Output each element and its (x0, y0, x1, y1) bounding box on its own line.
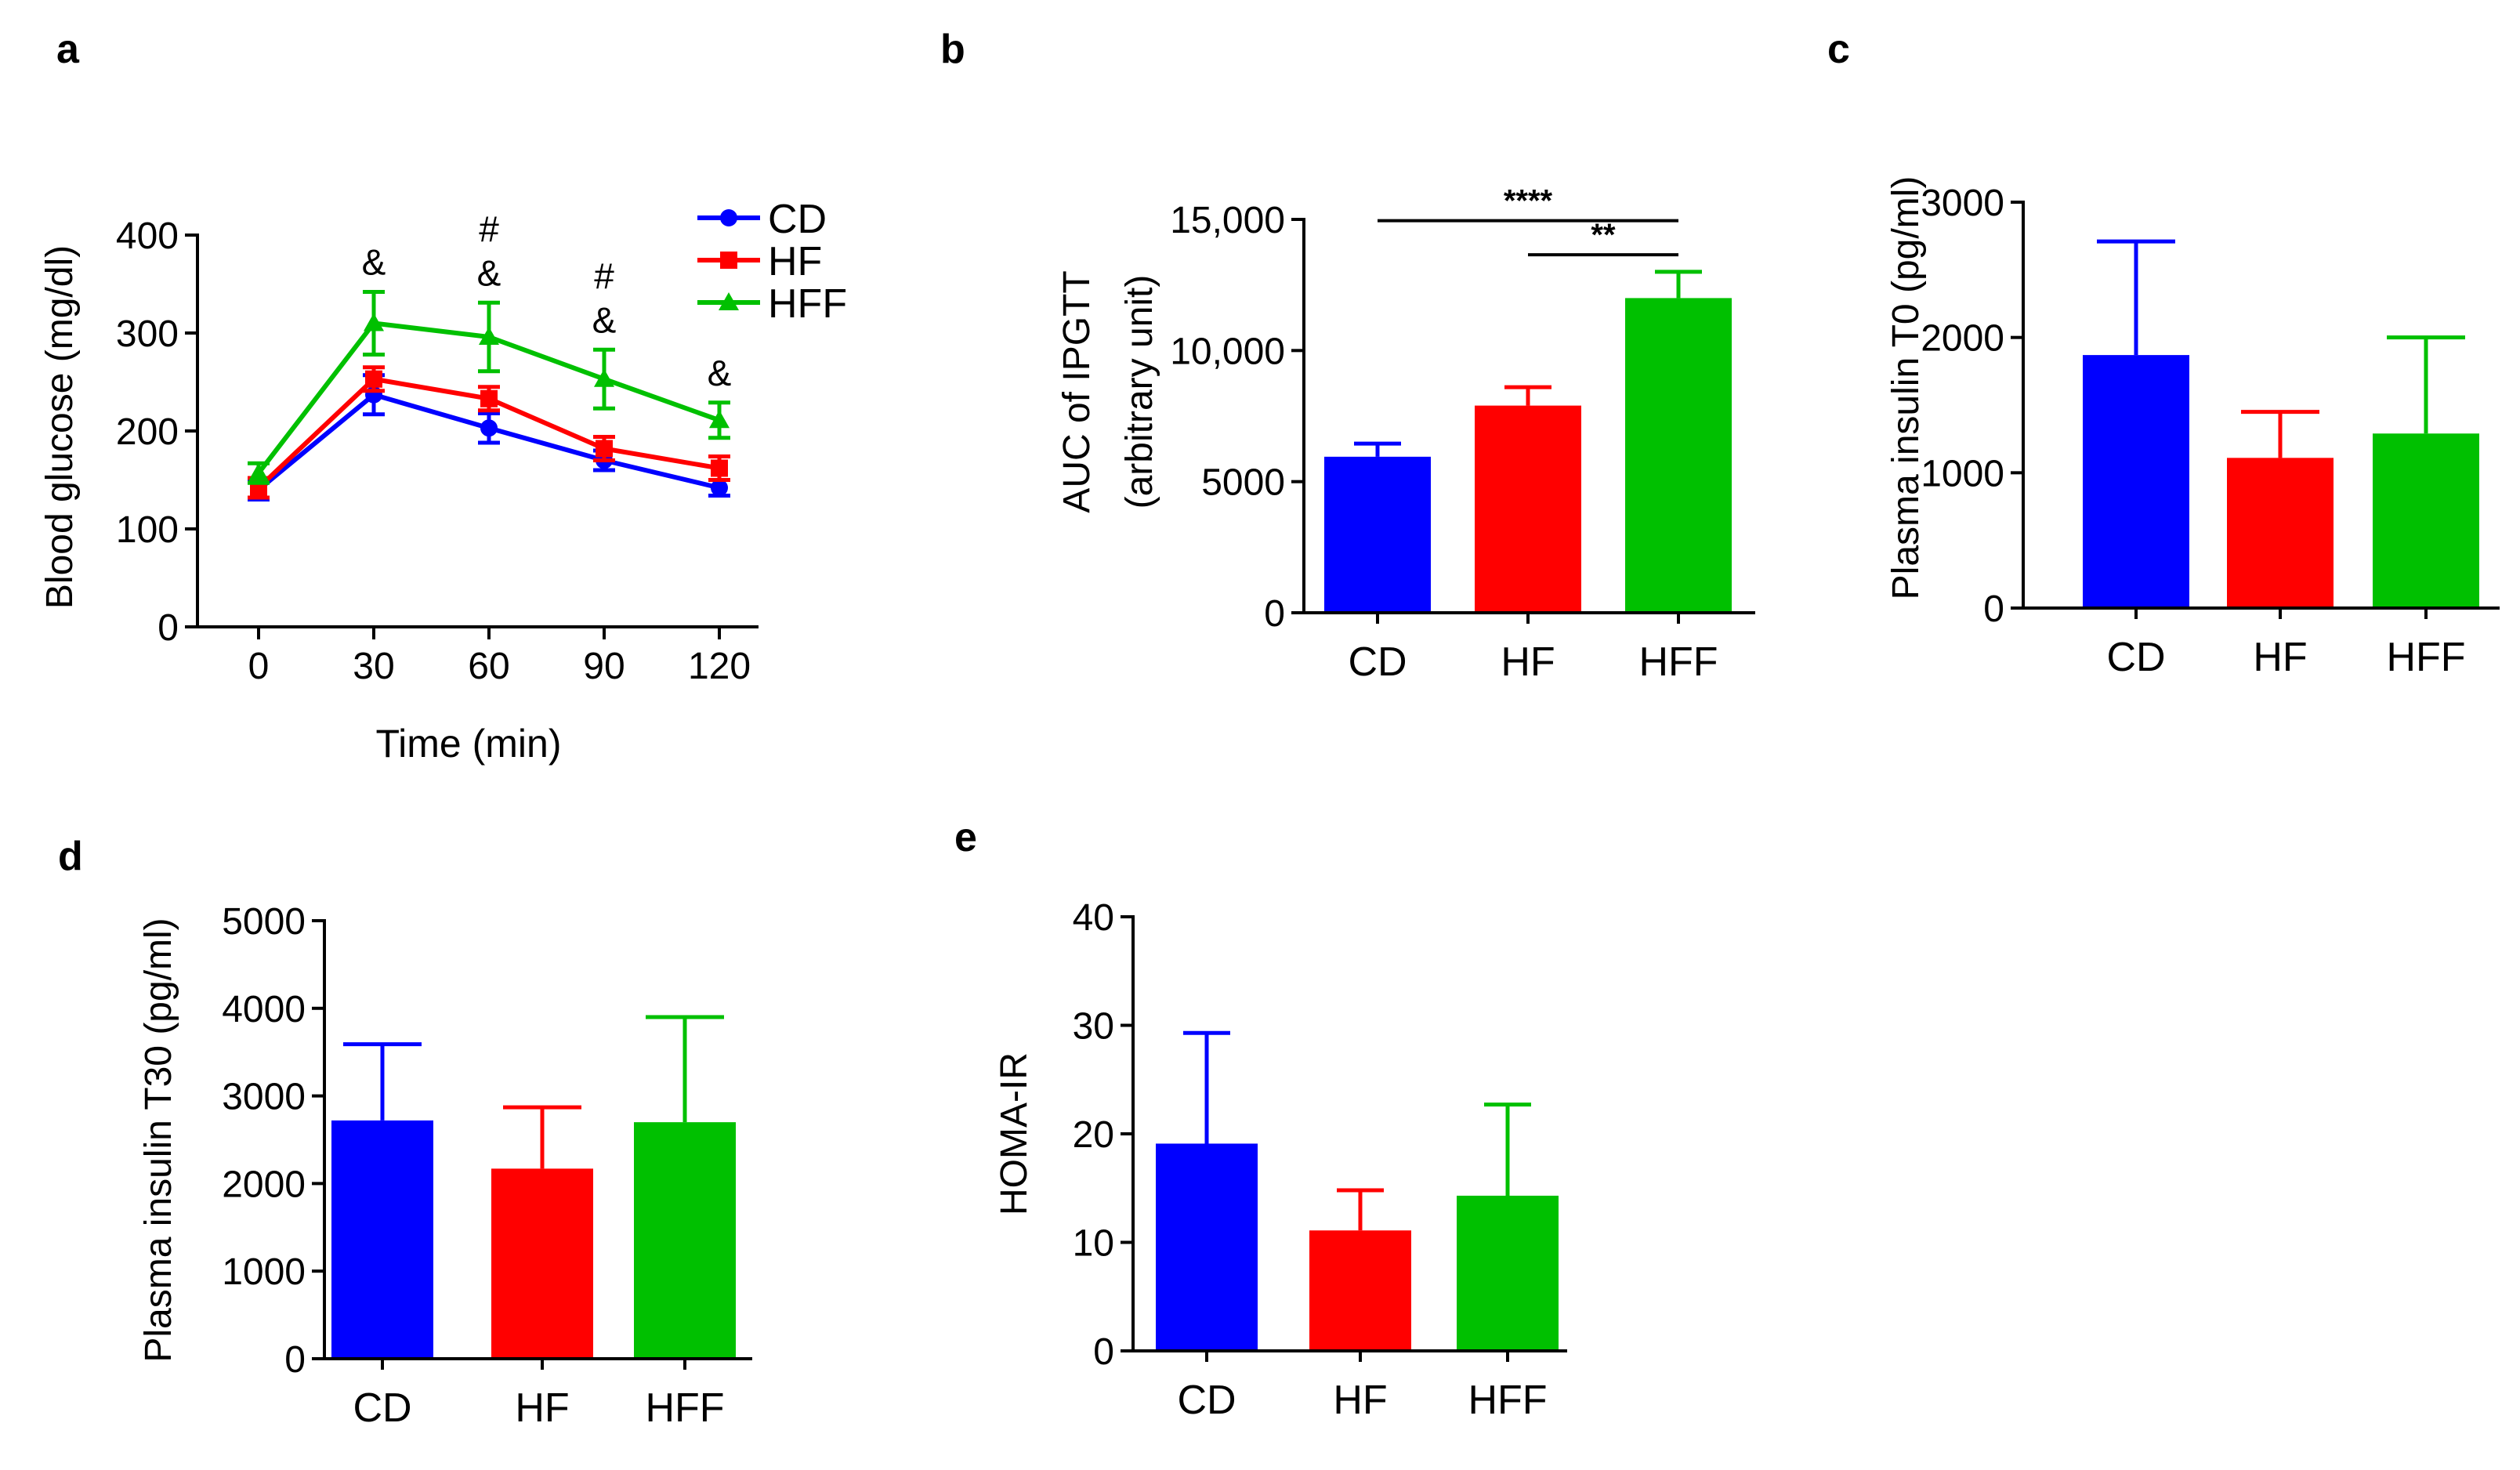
y-axis-label-secondary: (arbitrary unit) (1119, 275, 1160, 509)
x-tick-label-hf: HF (1501, 639, 1555, 685)
x-tick-label-hff: HFF (1638, 639, 1718, 685)
y-tick-label: 200 (116, 411, 179, 453)
legend-marker-hff (719, 292, 739, 310)
y-tick-label: 10 (1073, 1223, 1114, 1265)
x-tick-label-hff: HFF (1468, 1378, 1547, 1423)
significance-label: **** (1504, 184, 1553, 219)
data-point-cd (480, 419, 498, 437)
x-tick-label: 90 (583, 646, 625, 687)
x-tick-label-cd: CD (353, 1385, 411, 1431)
bar-cd (331, 1120, 433, 1359)
data-point-cd (711, 479, 728, 497)
x-tick-label-cd: CD (1348, 639, 1407, 685)
significance-annotation: # (479, 208, 499, 249)
panel-label: d (58, 834, 83, 879)
bar-hf (2227, 458, 2334, 608)
y-axis-label: Blood glucose (mg/dl) (39, 245, 81, 609)
panel-d-insulin-t30-bar-chart: d CD HF HFF 0 1000 2000 3000 4000 5000 Plasma insu… (58, 834, 752, 1431)
legend-label-hff: HFF (768, 281, 847, 327)
x-axis-label: Time (min) (375, 722, 561, 766)
y-tick-label: 2000 (1921, 318, 2004, 360)
panel-e-homa-ir-bar-chart: e CD HF HFF 0 10 20 30 40 HOMA-IR (954, 815, 1567, 1423)
y-tick-label: 0 (1264, 593, 1285, 635)
panel-label: c (1827, 27, 1850, 72)
legend-marker-hf (720, 252, 737, 269)
panel-label: b (940, 27, 965, 72)
data-point-hff (479, 327, 499, 345)
bar-hf (1309, 1230, 1411, 1351)
x-tick-label-hf: HF (2253, 635, 2307, 680)
panel-a-glucose-line-chart: a 0 100 200 300 400 0 30 60 90 120 Time (min) Blood … (39, 27, 847, 766)
bar-hff (1625, 298, 1732, 613)
data-point-hf (365, 370, 382, 388)
data-point-hf (480, 389, 498, 407)
bar-cd (1324, 456, 1431, 613)
significance-annotation: # (594, 255, 614, 296)
significance-annotation: & (592, 299, 617, 340)
y-axis-label: AUC of IPGTT (1056, 270, 1098, 512)
y-tick-label: 20 (1073, 1114, 1114, 1156)
bar-cd (1156, 1143, 1258, 1351)
x-tick-label: 30 (353, 646, 394, 687)
y-tick-label: 5000 (222, 901, 306, 943)
legend-label-cd: CD (768, 197, 827, 242)
y-tick-label: 0 (284, 1339, 306, 1381)
x-tick-label-cd: CD (2106, 635, 2165, 680)
y-tick-label: 2000 (222, 1164, 306, 1205)
x-tick-label: 60 (468, 646, 509, 687)
significance-label: ** (1591, 218, 1616, 252)
bar-hf (1475, 405, 1581, 613)
x-tick-label-hff: HFF (2386, 635, 2465, 680)
panel-label: a (56, 27, 80, 72)
x-tick-label-hf: HF (1333, 1378, 1387, 1423)
y-tick-label: 100 (116, 509, 179, 551)
y-tick-label: 30 (1073, 1006, 1114, 1048)
bar-cd (2083, 355, 2189, 608)
x-tick-label: 120 (688, 646, 751, 687)
x-tick-label: 0 (248, 646, 270, 687)
significance-annotation: & (477, 252, 501, 293)
bar-hff (2373, 433, 2479, 608)
data-point-hff (248, 462, 269, 481)
data-point-hf (596, 440, 613, 458)
panel-b-auc-bar-chart: b CD HF HFF 0 5000 10,000 15,000 AUC of IPGTT (ar… (940, 27, 1755, 685)
legend-label-hf: HF (768, 239, 822, 284)
y-tick-label: 1000 (1921, 453, 2004, 494)
y-tick-label: 4000 (222, 989, 306, 1030)
y-tick-label: 0 (1093, 1331, 1114, 1373)
bar-hf (491, 1168, 593, 1359)
significance-annotation: & (362, 242, 386, 283)
data-point-hff (364, 313, 384, 331)
significance-annotation: & (708, 353, 732, 393)
y-tick-label: 400 (116, 215, 179, 257)
y-axis-label: HOMA-IR (994, 1052, 1035, 1215)
data-point-hf (711, 459, 728, 477)
y-tick-label: 10,000 (1170, 331, 1285, 372)
data-point-hff (709, 410, 730, 429)
panel-label: e (954, 815, 977, 860)
y-tick-label: 15,000 (1170, 200, 1285, 241)
y-axis-label: Plasma insulin T0 (pg/ml) (1885, 176, 1927, 600)
data-point-hff (594, 368, 614, 387)
y-tick-label: 1000 (222, 1251, 306, 1293)
x-tick-label-cd: CD (1177, 1378, 1236, 1423)
y-tick-label: 0 (1983, 588, 2004, 630)
x-tick-label-hff: HFF (645, 1385, 724, 1431)
bar-hff (634, 1122, 736, 1359)
bar-hff (1457, 1195, 1559, 1351)
y-tick-label: 3000 (1921, 183, 2004, 224)
y-tick-label: 5000 (1201, 462, 1285, 504)
legend-marker-cd (720, 209, 737, 226)
y-axis-label: Plasma insulin T30 (pg/ml) (138, 918, 179, 1362)
y-tick-label: 300 (116, 313, 179, 355)
x-tick-label-hf: HF (515, 1385, 569, 1431)
y-tick-label: 40 (1073, 897, 1114, 939)
y-tick-label: 3000 (222, 1077, 306, 1118)
y-tick-label: 0 (158, 607, 179, 649)
